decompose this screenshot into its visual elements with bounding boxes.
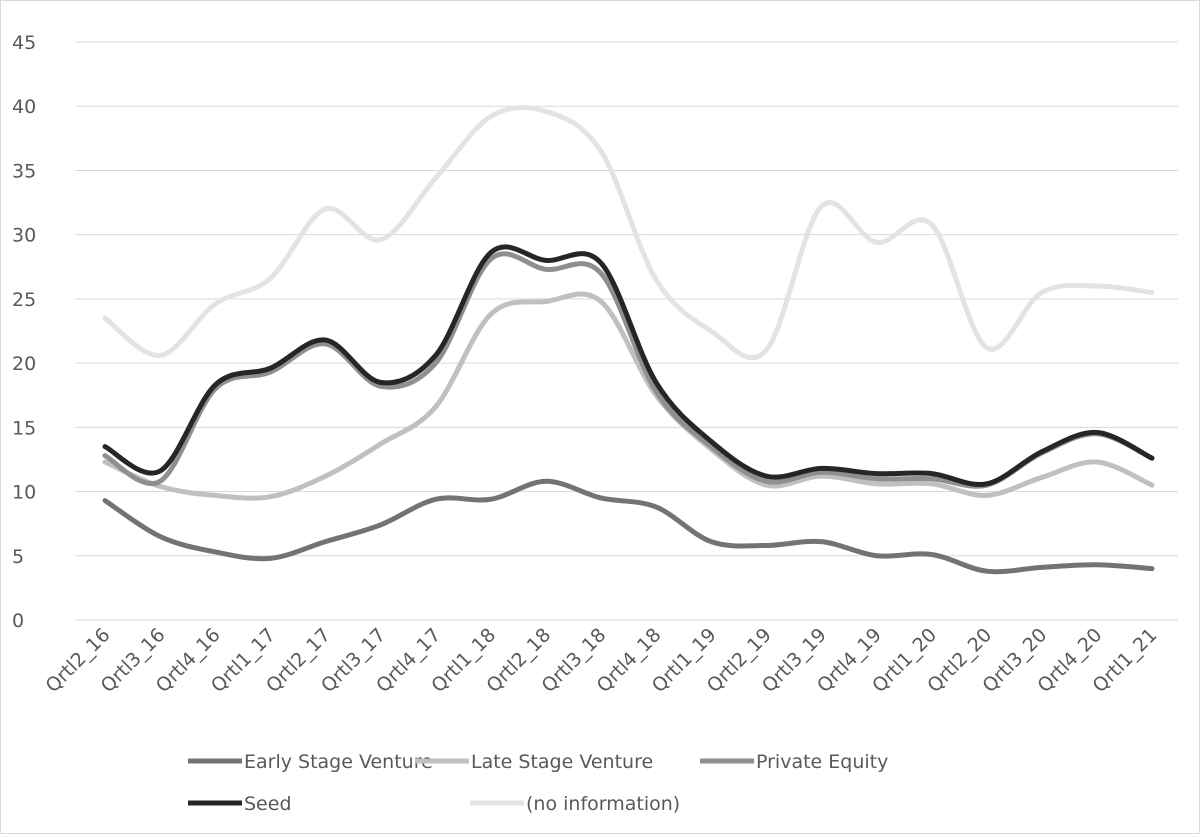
series-line bbox=[102, 244, 1155, 488]
y-tick-label: 20 bbox=[12, 353, 36, 375]
y-tick-label: 5 bbox=[12, 546, 24, 568]
y-tick-label: 35 bbox=[12, 160, 36, 182]
y-tick-label: 40 bbox=[12, 96, 36, 118]
y-tick-label: 15 bbox=[12, 417, 36, 439]
legend-label: Late Stage Venture bbox=[471, 751, 653, 773]
y-tick-label: 45 bbox=[12, 32, 36, 54]
legend-label: Private Equity bbox=[756, 751, 888, 773]
series-line bbox=[102, 105, 1155, 360]
series-line bbox=[102, 478, 1155, 575]
y-tick-label: 0 bbox=[12, 610, 24, 632]
series-line bbox=[102, 251, 1155, 489]
series-line bbox=[102, 291, 1155, 501]
legend-label: Early Stage Venture bbox=[244, 751, 433, 773]
legend-label: (no information) bbox=[526, 793, 680, 815]
y-tick-label: 30 bbox=[12, 225, 36, 247]
y-tick-label: 10 bbox=[12, 482, 36, 504]
legend-label: Seed bbox=[244, 793, 292, 815]
y-tick-label: 25 bbox=[12, 289, 36, 311]
